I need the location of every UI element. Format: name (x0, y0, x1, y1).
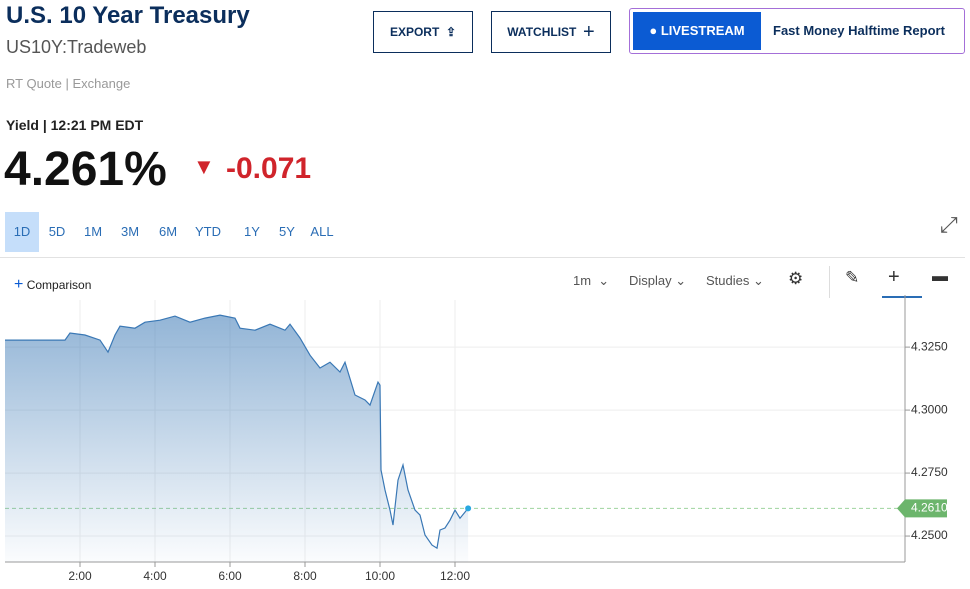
label: 1m (573, 273, 592, 288)
label: EXPORT (389, 25, 440, 39)
interval[interactable]: 1m ⌄ (573, 273, 610, 288)
separator (829, 266, 830, 298)
label: Comparison (26, 278, 92, 292)
title: U.S. 10 Year Treasury (6, 2, 250, 29)
chart: 4.2500 4.2750 4.3000 4.3250 2:00 4:00 6:00 8:00… (5, 295, 948, 583)
watchlist-button[interactable]: WATCHLIST + (491, 11, 611, 53)
range-tab[interactable]: 5D (48, 224, 66, 239)
y-tick-label: 4.2500 (911, 528, 948, 542)
area (5, 315, 469, 562)
x-tick-label: 6:00 (218, 569, 242, 583)
comment-icon[interactable]: ▬ (932, 268, 948, 285)
expand-icon[interactable]: ⤢ (940, 212, 958, 237)
studies[interactable]: Studies ⌄ (706, 273, 764, 288)
y-tick-label: 4.3000 (911, 402, 948, 416)
x-tick-label: 8:00 (293, 569, 317, 583)
label: LIVESTREAM (660, 23, 745, 38)
range-tab[interactable]: 1Y (244, 224, 260, 239)
symbol: US10Y:Tradeweb (6, 37, 147, 57)
x-tick-label: 12:00 (440, 569, 470, 583)
source: RT Quote | Exchange (6, 76, 131, 91)
display[interactable]: Display ⌄ (629, 273, 687, 288)
change: -0.071 (226, 152, 312, 185)
settings-icon[interactable]: ⚙ (788, 269, 804, 288)
down-arrow: ▼ (193, 154, 215, 179)
last-price-tag (897, 499, 947, 518)
y-tick-label: 4.3250 (911, 339, 948, 353)
range-tab[interactable]: ALL (310, 224, 334, 239)
quote-label: Yield | 12:21 PM EDT (6, 117, 144, 133)
divider (0, 257, 965, 258)
range-tab[interactable]: 5Y (279, 224, 295, 239)
show-name: Fast Money Halftime Report (773, 23, 945, 38)
export-button[interactable]: EXPORT ⇪ (373, 11, 473, 53)
comparison[interactable]: + Comparison (14, 276, 92, 293)
last-price-label: 4.2610 (911, 501, 948, 515)
line (5, 314, 469, 550)
range-tab[interactable]: YTD (195, 224, 221, 239)
livestream-box[interactable]: ● LIVESTREAM Fast Money Halftime Report (629, 8, 965, 54)
price: 4.261% (4, 143, 167, 196)
range-tab[interactable]: 6M (158, 224, 178, 239)
range-tab[interactable]: 1D (5, 212, 39, 252)
x-tick-label: 4:00 (143, 569, 167, 583)
x-tick-label: 2:00 (68, 569, 92, 583)
crosshair-icon[interactable]: + (888, 266, 900, 288)
x-tick-label: 10:00 (365, 569, 395, 583)
active-tab (882, 296, 922, 298)
range-tab[interactable]: 1M (83, 224, 103, 239)
label: WATCHLIST (507, 25, 577, 39)
range-tab[interactable]: 3M (120, 224, 140, 239)
livestream-button[interactable]: ● LIVESTREAM (633, 12, 761, 50)
last-point (465, 505, 472, 512)
y-tick-label: 4.2750 (911, 465, 948, 479)
label: Display (629, 273, 672, 288)
label: Studies (706, 273, 750, 288)
draw-icon[interactable]: ✎ (845, 268, 860, 287)
